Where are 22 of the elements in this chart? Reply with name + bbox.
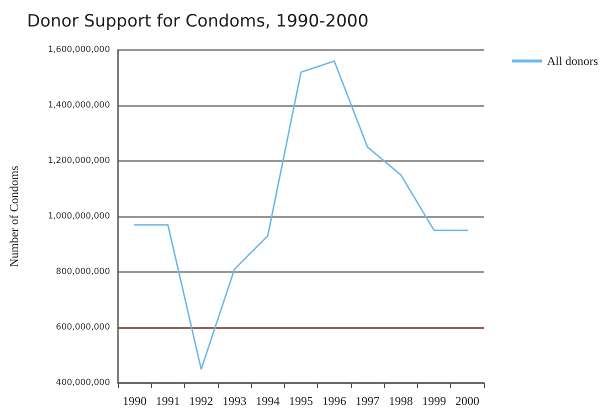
- x-tick-label: 1996: [322, 394, 346, 408]
- x-tick-label: 1990: [122, 394, 147, 408]
- x-tick-label: 1991: [156, 394, 180, 408]
- x-tick-label: 1992: [189, 394, 214, 408]
- y-tick-label: 400,000,000: [56, 378, 110, 388]
- x-tick-label: 2000: [455, 394, 480, 408]
- x-tick-label: 1993: [222, 394, 246, 408]
- y-axis-title: Number of Condoms: [7, 166, 21, 268]
- x-tick-label: 1995: [289, 394, 313, 408]
- y-tick-label: 800,000,000: [56, 267, 110, 277]
- y-tick-label: 1,400,000,000: [48, 100, 110, 110]
- legend-label: All donors: [547, 54, 598, 68]
- x-tick-label: 1999: [422, 394, 446, 408]
- x-tick-label: 1994: [256, 394, 280, 408]
- x-tick-label: 1997: [356, 394, 380, 408]
- y-tick-label: 1,000,000,000: [48, 212, 110, 222]
- y-tick-label: 1,200,000,000: [48, 156, 110, 166]
- x-tick-label: 1998: [388, 394, 413, 408]
- chart-title: Donor Support for Condoms, 1990-2000: [27, 12, 369, 32]
- y-tick-label: 600,000,000: [56, 322, 110, 332]
- y-tick-label: 1,600,000,000: [48, 45, 110, 55]
- line-series: [134, 60, 468, 370]
